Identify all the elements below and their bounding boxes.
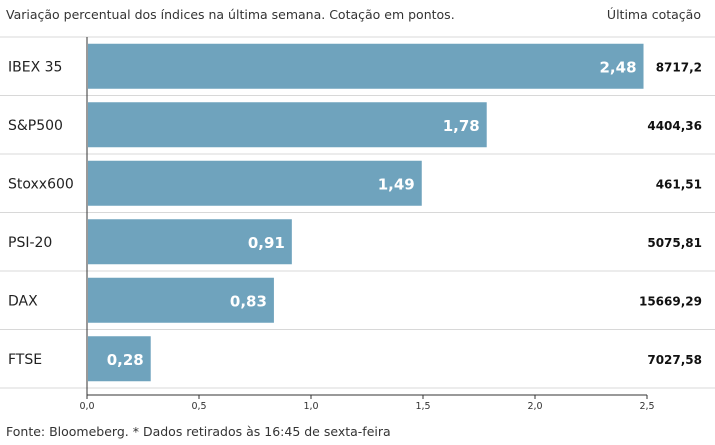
bar (88, 102, 487, 148)
x-tick-label: 2,0 (527, 401, 542, 412)
category-label: IBEX 35 (8, 59, 62, 75)
last-price-value: 7027,58 (647, 353, 702, 367)
x-tick-label: 0,0 (79, 401, 94, 412)
category-label: DAX (8, 293, 38, 309)
last-price-value: 461,51 (656, 177, 702, 191)
bar-value-label: 0,83 (230, 292, 267, 310)
bar-value-label: 1,49 (378, 175, 415, 193)
bar (88, 336, 151, 382)
category-label: S&P500 (8, 118, 63, 134)
bar (88, 277, 274, 323)
category-label: FTSE (8, 352, 42, 368)
bar-value-label: 0,28 (107, 351, 144, 369)
chart-subtitle: Variação percentual dos índices na últim… (6, 7, 455, 22)
bar (88, 219, 292, 265)
category-label: PSI-20 (8, 235, 52, 251)
category-label: Stoxx600 (8, 176, 74, 192)
last-price-value: 4404,36 (647, 119, 702, 133)
last-price-value: 8717,2 (656, 60, 702, 74)
bar-value-label: 2,48 (600, 58, 637, 76)
last-price-value: 5075,81 (647, 236, 702, 250)
bar (88, 160, 422, 206)
source-footer: Fonte: Bloomeberg. * Dados retirados às … (6, 424, 391, 439)
x-tick-label: 2,5 (639, 401, 654, 412)
bar (88, 43, 644, 89)
x-tick-label: 0,5 (191, 401, 206, 412)
last-price-header: Última cotação (606, 7, 701, 22)
bar-value-label: 0,91 (248, 234, 285, 252)
bar-value-label: 1,78 (443, 117, 480, 135)
last-price-value: 15669,29 (639, 294, 702, 308)
x-tick-label: 1,0 (303, 401, 318, 412)
x-tick-label: 1,5 (415, 401, 430, 412)
